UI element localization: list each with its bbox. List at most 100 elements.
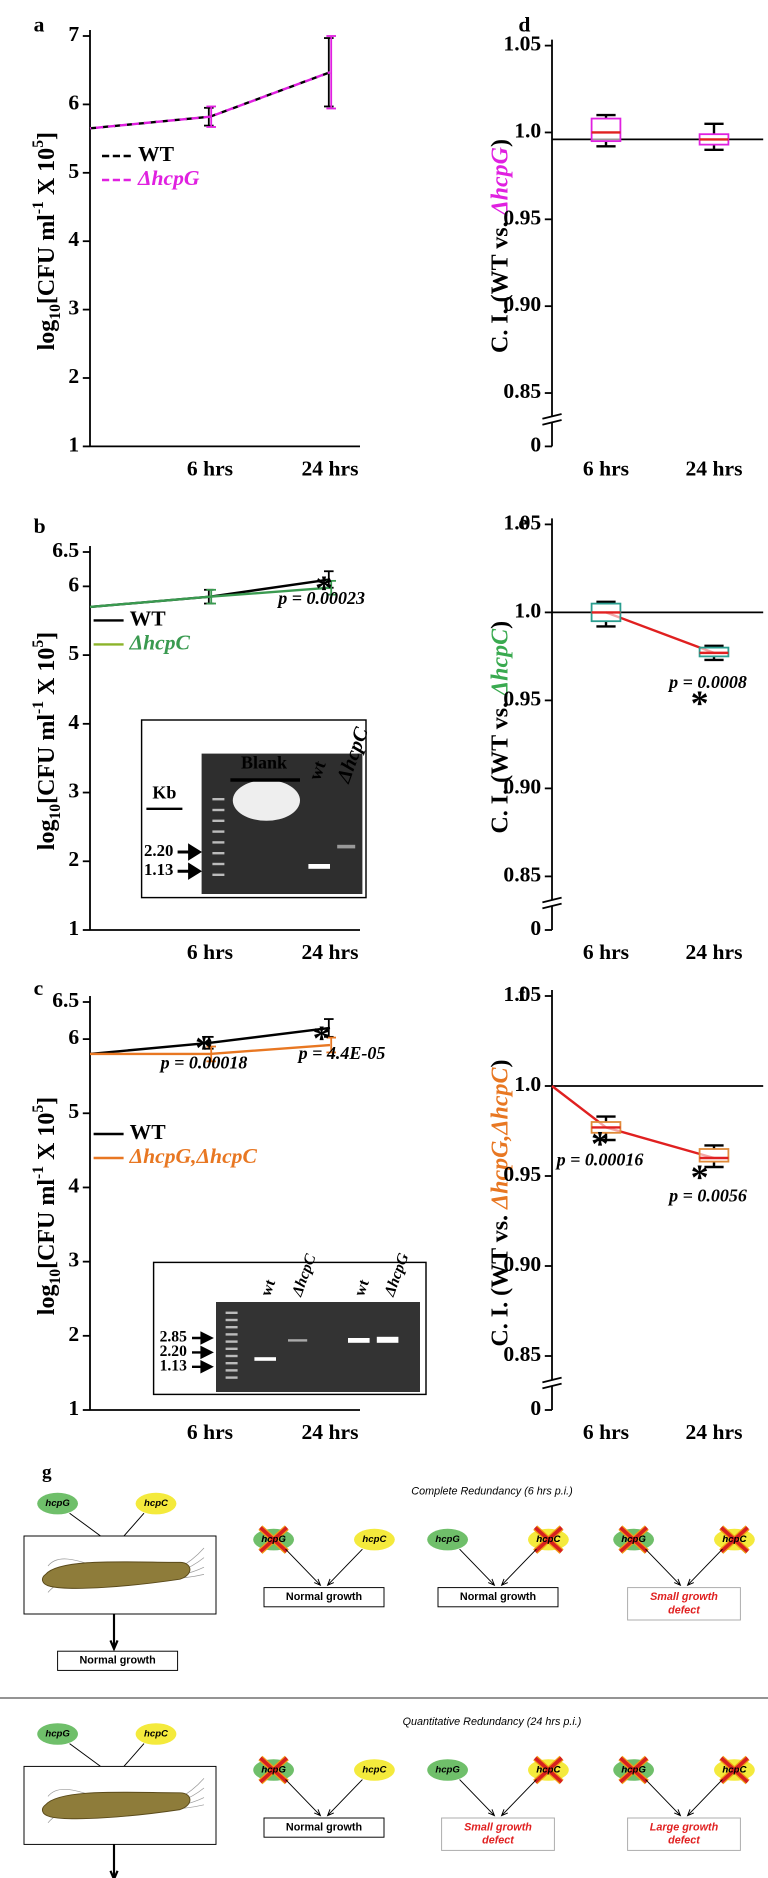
gene-node	[37, 1723, 78, 1745]
arrow	[285, 1779, 322, 1817]
gel-size-arrow	[177, 862, 203, 880]
y-tick-label: 0.85	[503, 862, 541, 886]
y-tick-label: 0	[530, 1396, 541, 1420]
arrow	[109, 1844, 119, 1878]
legend-label: WT	[130, 606, 167, 630]
y-tick-label: 0.90	[503, 1252, 541, 1276]
y-axis-label-part: )	[487, 621, 513, 629]
section-title: Complete Redundancy (6 hrs p.i.)	[411, 1485, 572, 1497]
gel-band	[376, 1336, 399, 1343]
trend-line	[551, 1085, 715, 1160]
ladder-band	[212, 852, 225, 855]
bacterium	[41, 1791, 191, 1820]
x-tick-label: 6 hrs	[583, 456, 629, 480]
gene-label: hcpC	[536, 1534, 561, 1545]
gene-node	[354, 1528, 395, 1551]
y-tick-label: 6	[68, 1025, 79, 1049]
y-tick-label: 4	[68, 227, 79, 251]
error-bar	[206, 1045, 216, 1063]
trend-line	[605, 611, 715, 655]
y-tick-label: 0.85	[503, 379, 541, 403]
y-axis-label-part: X 10	[33, 648, 59, 701]
outcome-box	[263, 1587, 385, 1608]
ladder-band	[212, 873, 225, 876]
y-axis-label-part: -1	[30, 201, 47, 214]
axis-break-gap	[542, 900, 562, 906]
y-tick-label: 4	[68, 1173, 79, 1197]
axis-break-gap	[542, 416, 562, 423]
axis-break	[542, 896, 562, 904]
panel-label: d	[518, 12, 530, 36]
y-tick-label: 0.85	[503, 1342, 541, 1366]
ladder-band	[225, 1318, 238, 1322]
y-tick-label: 1.0	[514, 598, 541, 622]
knockout-mark	[619, 1756, 649, 1784]
y-tick-label: 1	[68, 432, 79, 456]
arrow	[500, 1779, 537, 1817]
outcome-box	[263, 1817, 385, 1838]
outcome-label: Normal growth	[286, 1821, 362, 1833]
y-axis-label-part: [CFU ml	[33, 1179, 59, 1269]
arrow	[326, 1548, 363, 1587]
y-tick-label: 0	[530, 432, 541, 456]
y-tick-label: 1.0	[514, 118, 541, 142]
y-axis-label-part: log	[33, 820, 59, 851]
p-value: p = 0.0056	[667, 1186, 747, 1206]
arrow	[686, 1548, 723, 1587]
ladder-band	[225, 1347, 238, 1350]
legend-label: ΔhcpC	[129, 630, 191, 654]
y-tick-label: 3	[68, 778, 79, 802]
legend-label: ΔhcpG,ΔhcpC	[129, 1144, 258, 1168]
outcome-label: defect	[482, 1835, 514, 1847]
ladder-band	[212, 830, 225, 833]
outcome-label: defect	[668, 1604, 700, 1616]
x-tick-label: 24 hrs	[302, 1420, 359, 1444]
box	[590, 117, 622, 143]
y-axis-label: C. I. (WT vs. ΔhcpG,ΔhcpC)	[487, 1059, 513, 1346]
x-tick-label: 6 hrs	[187, 940, 233, 964]
y-axis-label-part: C. I. (WT vs.	[487, 1209, 513, 1347]
y-tick-label: 1.05	[503, 32, 541, 56]
y-axis-label-part: -1	[30, 1166, 47, 1179]
ladder-band	[225, 1376, 238, 1379]
x-tick-label: 24 hrs	[686, 940, 743, 964]
arrow	[500, 1548, 537, 1587]
y-axis-label: log10[CFU ml-1 X 105]	[30, 1097, 64, 1315]
ladder-band	[225, 1354, 238, 1358]
gene-label: hcpG	[45, 1498, 70, 1509]
axis-break	[542, 419, 562, 426]
knockout-mark	[533, 1756, 563, 1784]
y-tick-label: 3	[68, 296, 79, 320]
y-axis-label-part: 10	[47, 804, 64, 820]
gel-band	[254, 1357, 276, 1361]
panel-label: f	[518, 982, 526, 1006]
outcome-label: Normal growth	[460, 1591, 536, 1603]
gel-size-label: 2.20	[144, 841, 173, 860]
y-axis-label-part: 10	[47, 304, 64, 320]
gel-label: Blank	[241, 753, 287, 773]
y-axis-label: log10[CFU ml-1 X 105]	[30, 132, 64, 350]
y-tick-label: 3	[68, 1248, 79, 1272]
outcome-box	[627, 1587, 741, 1621]
y-tick-label: 7	[68, 22, 79, 46]
y-axis-label-part: [CFU ml	[34, 214, 60, 304]
gene-label: hcpG	[45, 1729, 70, 1740]
significance-star: *	[691, 683, 709, 723]
arrow	[326, 1779, 363, 1817]
y-tick-label: 0.95	[503, 205, 541, 229]
y-tick-label: 4	[68, 710, 79, 734]
x-tick-label: 6 hrs	[187, 456, 233, 480]
outcome-label: Normal growth	[286, 1591, 362, 1603]
gene-label: hcpC	[144, 1729, 169, 1740]
gel-band	[348, 1338, 370, 1343]
axis-break	[542, 902, 562, 910]
y-axis-label-part: C. I. (WT vs.	[487, 215, 513, 353]
series-line	[90, 1043, 331, 1056]
gene-node	[135, 1492, 177, 1515]
p-value: p = 4.4E-05	[297, 1043, 386, 1063]
gel-size-label: 1.13	[144, 860, 173, 879]
x-tick-label: 24 hrs	[686, 456, 743, 480]
error-bar	[326, 35, 336, 110]
gene-label: hcpG	[621, 1765, 646, 1776]
